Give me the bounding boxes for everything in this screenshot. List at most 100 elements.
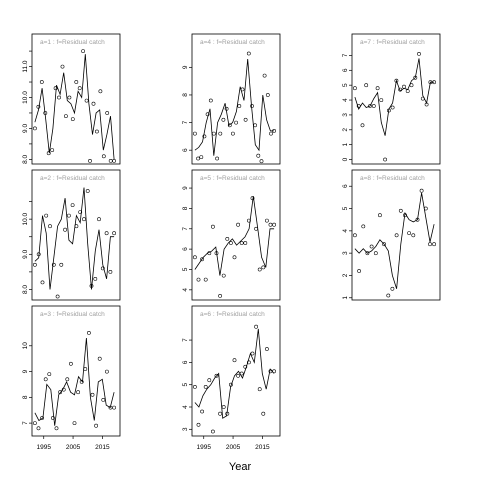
observed-point [221, 405, 226, 409]
panel-strip-label: a=7 : f=Residual catch [360, 39, 425, 46]
y-tick-label: 8.0 [22, 285, 29, 294]
y-tick-label: 7 [182, 338, 189, 342]
y-tick-label: 8 [22, 395, 29, 399]
observed-point [236, 222, 241, 227]
observed-point [268, 222, 273, 227]
observed-point [36, 104, 41, 109]
observed-point [97, 356, 102, 361]
observed-point [210, 224, 215, 229]
fitted-line [194, 196, 275, 276]
observed-point [257, 387, 262, 392]
observed-point [105, 111, 110, 115]
panels: a=1 : f=Residual catch 8.0 9.0 10.0 11.0 a=4 … [22, 33, 441, 451]
observed-point [232, 358, 237, 363]
observed-point [352, 233, 357, 238]
observed-point [225, 411, 230, 416]
observed-point [383, 157, 388, 162]
observed-point [250, 351, 255, 356]
observed-point [112, 158, 117, 163]
observed-point [51, 416, 55, 420]
fitted-line [194, 328, 275, 419]
observed-point [87, 330, 91, 335]
y-tick-label: 4 [342, 229, 349, 233]
observed-point [67, 95, 72, 100]
observed-point [259, 159, 264, 164]
fitted-line [354, 58, 435, 136]
observed-point [85, 189, 90, 193]
observed-point [53, 86, 58, 91]
observed-point [237, 104, 242, 108]
observed-point [371, 104, 376, 108]
observed-point [112, 405, 117, 410]
observed-point [64, 114, 68, 119]
observed-point [224, 106, 229, 111]
observed-point [394, 233, 399, 238]
observed-point [272, 369, 277, 374]
observed-point [44, 213, 49, 218]
observed-point [47, 372, 52, 377]
observed-point [55, 294, 60, 299]
observed-point [196, 156, 201, 161]
observed-point [43, 111, 48, 115]
observed-point [398, 87, 403, 92]
x-axis-label: Year [229, 461, 252, 473]
observed-point [89, 283, 94, 288]
observed-point [74, 80, 79, 84]
fitted-line [194, 58, 275, 156]
fitted-line [34, 54, 115, 160]
observed-point [375, 86, 380, 91]
observed-point [70, 117, 75, 122]
y-tick-label: 7 [342, 53, 349, 57]
observed-point [221, 117, 226, 122]
panel-border [31, 33, 121, 165]
observed-point [200, 257, 205, 262]
observed-point [108, 405, 113, 410]
y-tick-label: 6 [342, 184, 349, 188]
panel-border [191, 169, 281, 301]
panel-8: a=6 : f=Residual catch 3 4 5 6 7 1995 2005 2015 [182, 305, 281, 451]
observed-point [67, 213, 71, 218]
x-tick-label: 2005 [226, 444, 241, 451]
observed-point [424, 102, 429, 107]
observed-point [373, 251, 378, 256]
observed-point [221, 273, 226, 278]
observed-point [70, 203, 75, 208]
observed-point [91, 101, 96, 106]
observed-point [93, 276, 98, 281]
observed-point [256, 153, 261, 158]
observed-point [356, 104, 361, 108]
observed-point [361, 224, 366, 229]
observed-point [100, 266, 105, 271]
observed-point [58, 390, 63, 395]
observed-point [36, 252, 41, 257]
observed-point [218, 131, 223, 136]
observed-point [94, 423, 99, 428]
observed-point [108, 269, 113, 274]
observed-point [417, 52, 421, 56]
observed-point [211, 131, 216, 136]
y-tick-label: 9 [182, 186, 189, 190]
panel-border [191, 33, 281, 165]
observed-point [250, 104, 254, 108]
observed-point [60, 64, 65, 69]
observed-point [432, 80, 437, 85]
observed-point [112, 231, 117, 236]
observed-point [192, 131, 197, 136]
y-tick-label: 3 [342, 113, 349, 117]
observed-point [254, 324, 259, 329]
y-tick-label: 3 [182, 427, 189, 431]
observed-point [415, 217, 420, 222]
observed-point [268, 369, 273, 374]
y-tick-label: 8.0 [22, 154, 29, 163]
observed-point [261, 265, 266, 270]
observed-point [196, 277, 201, 282]
observed-point [377, 213, 382, 218]
observed-point [36, 426, 41, 431]
y-tick-label: 7 [182, 227, 189, 231]
fitted-line [34, 187, 115, 290]
observed-point [227, 123, 232, 128]
observed-point [250, 196, 255, 201]
y-tick-label: 9 [22, 369, 29, 373]
observed-point [253, 123, 258, 128]
observed-point [69, 361, 73, 366]
